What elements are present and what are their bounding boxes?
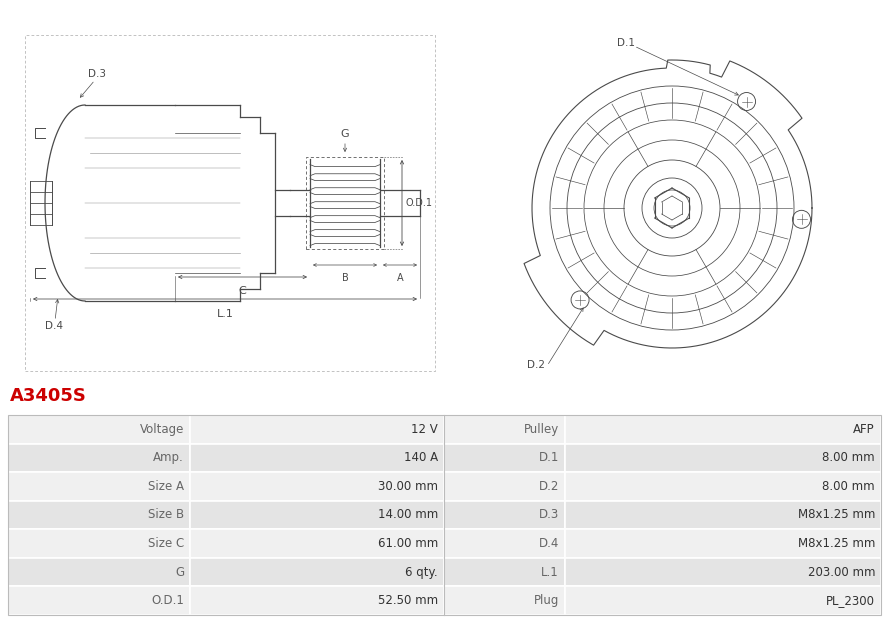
Bar bbox=[565, 472, 881, 501]
Bar bbox=[565, 558, 881, 586]
Text: B: B bbox=[341, 273, 348, 283]
Text: 14.00 mm: 14.00 mm bbox=[378, 508, 438, 521]
Bar bbox=[25, 35, 435, 371]
Text: Amp.: Amp. bbox=[153, 451, 184, 464]
Bar bbox=[190, 472, 444, 501]
Text: M8x1.25 mm: M8x1.25 mm bbox=[797, 537, 875, 550]
Text: O.D.1: O.D.1 bbox=[406, 198, 433, 208]
Bar bbox=[444, 472, 565, 501]
Text: PL_2300: PL_2300 bbox=[826, 594, 875, 607]
Bar bbox=[565, 586, 881, 615]
Text: 6 qty.: 6 qty. bbox=[405, 566, 438, 579]
Text: Plug: Plug bbox=[533, 594, 559, 607]
Bar bbox=[190, 415, 444, 444]
Text: 52.50 mm: 52.50 mm bbox=[378, 594, 438, 607]
Bar bbox=[8, 444, 190, 472]
Text: 8.00 mm: 8.00 mm bbox=[822, 480, 875, 493]
Bar bbox=[565, 415, 881, 444]
Text: Size C: Size C bbox=[148, 537, 184, 550]
Bar bbox=[306, 157, 384, 249]
Bar bbox=[190, 558, 444, 586]
Text: A: A bbox=[396, 273, 404, 283]
Bar bbox=[190, 530, 444, 558]
Text: D.4: D.4 bbox=[539, 537, 559, 550]
Text: 8.00 mm: 8.00 mm bbox=[822, 451, 875, 464]
Bar bbox=[444, 530, 565, 558]
Text: M8x1.25 mm: M8x1.25 mm bbox=[797, 508, 875, 521]
Bar bbox=[8, 558, 190, 586]
Bar bbox=[565, 501, 881, 530]
Text: Size A: Size A bbox=[148, 480, 184, 493]
Bar bbox=[190, 501, 444, 530]
Bar bbox=[565, 530, 881, 558]
Text: 140 A: 140 A bbox=[404, 451, 438, 464]
Bar bbox=[565, 444, 881, 472]
Text: Pulley: Pulley bbox=[524, 423, 559, 435]
Bar bbox=[190, 444, 444, 472]
Text: C: C bbox=[238, 286, 246, 296]
Bar bbox=[444, 501, 565, 530]
Text: G: G bbox=[340, 129, 349, 139]
Bar bbox=[8, 586, 190, 615]
Text: D.2: D.2 bbox=[539, 480, 559, 493]
Bar bbox=[8, 501, 190, 530]
Text: L.1: L.1 bbox=[541, 566, 559, 579]
Text: 12 V: 12 V bbox=[412, 423, 438, 435]
Bar bbox=[444, 586, 565, 615]
Text: D.1: D.1 bbox=[617, 38, 635, 48]
Bar bbox=[8, 530, 190, 558]
Text: G: G bbox=[175, 566, 184, 579]
Bar bbox=[444, 558, 565, 586]
Bar bbox=[444, 444, 565, 472]
Text: 203.00 mm: 203.00 mm bbox=[807, 566, 875, 579]
Text: A3405S: A3405S bbox=[10, 387, 87, 405]
Bar bbox=[444, 415, 565, 444]
Text: AFP: AFP bbox=[853, 423, 875, 435]
Bar bbox=[8, 415, 881, 615]
Text: Size B: Size B bbox=[148, 508, 184, 521]
Bar bbox=[8, 472, 190, 501]
Text: D.2: D.2 bbox=[527, 360, 545, 370]
Text: D.3: D.3 bbox=[88, 69, 106, 79]
Text: D.3: D.3 bbox=[539, 508, 559, 521]
Text: L.1: L.1 bbox=[217, 309, 234, 319]
Text: Voltage: Voltage bbox=[140, 423, 184, 435]
Text: D.1: D.1 bbox=[539, 451, 559, 464]
Text: O.D.1: O.D.1 bbox=[151, 594, 184, 607]
Text: D.4: D.4 bbox=[45, 321, 63, 331]
Bar bbox=[8, 415, 190, 444]
Text: 30.00 mm: 30.00 mm bbox=[378, 480, 438, 493]
Bar bbox=[190, 586, 444, 615]
Text: 61.00 mm: 61.00 mm bbox=[378, 537, 438, 550]
